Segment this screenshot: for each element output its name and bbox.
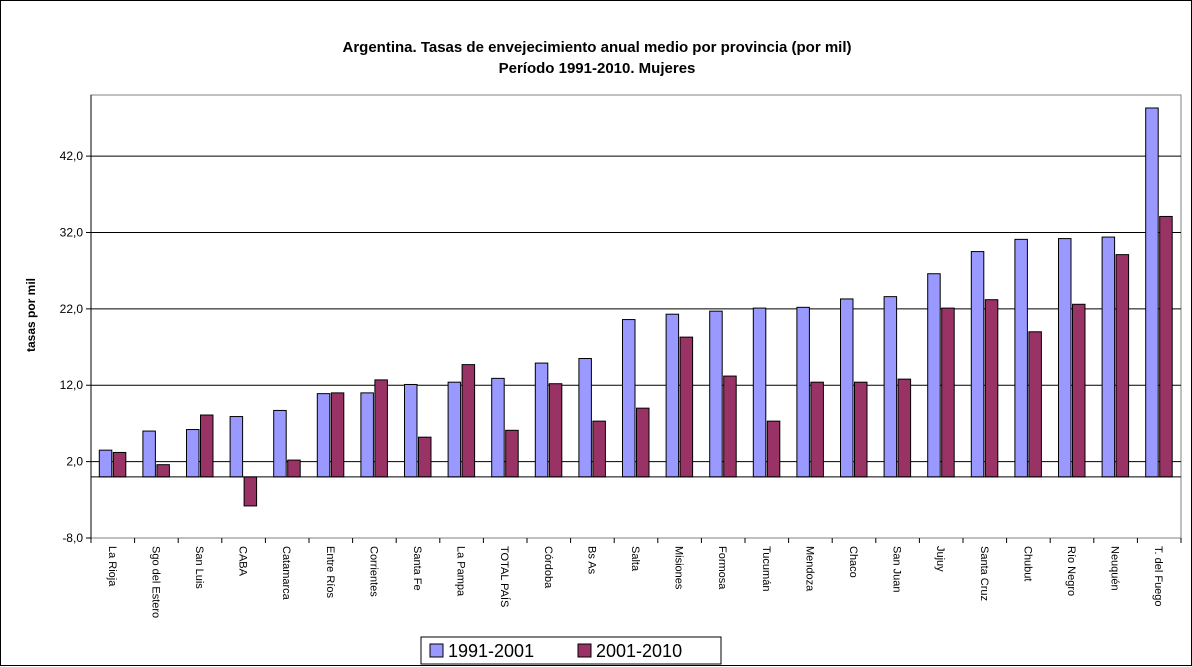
bar-2001-2010-La Rioja [112, 451, 127, 478]
x-tick-label: Río Negro [1065, 546, 1077, 596]
bar-1991-2001-Corrientes [360, 392, 374, 478]
bar-2001-2010-TOTAL PAÍS [505, 429, 519, 478]
x-tick-label: Entre Ríos [324, 546, 336, 598]
y-tick-label: 12,0 [60, 378, 84, 392]
bar-2001-2010-Sgo del Estero [156, 464, 170, 478]
x-tick-label: Santa Cruz [978, 546, 990, 601]
legend-label-1991-2001: 1991-2001 [448, 641, 534, 661]
x-tick-label: Chubut [1021, 546, 1033, 581]
bar-2001-2010-T. del Fuego [1159, 215, 1173, 478]
x-tick-label: Mendoza [803, 546, 815, 592]
bar-2001-2010-CABA [243, 476, 258, 507]
x-tick-label: San Juan [891, 546, 903, 592]
bar-2001-2010-Corrientes [374, 379, 388, 478]
bar-1991-2001-Jujuy [927, 273, 941, 478]
x-tick-label: Santa Fe [411, 546, 423, 591]
bar-2001-2010-Salta [636, 407, 650, 478]
y-tick-label: 42,0 [60, 149, 84, 163]
bar-1991-2001-TOTAL PAÍS [491, 377, 505, 478]
legend-label-2001-2010: 2001-2010 [596, 641, 682, 661]
x-tick-labels: La Rioja Sgo del Estero San Luis CABA Catama… [106, 546, 1164, 618]
axes [86, 95, 1182, 543]
bar-2001-2010-Jujuy [941, 307, 955, 478]
y-tick-label: 2,0 [66, 455, 83, 469]
x-tick-label: Catamarca [280, 546, 292, 601]
bar-1991-2001-Chaco [840, 298, 854, 478]
legend-box [420, 636, 722, 665]
bar-1991-2001-Santa Cruz [970, 251, 985, 478]
x-tick-label: Misiones [673, 546, 685, 590]
bar-2001-2010-Misiones [679, 336, 694, 478]
y-tick-label: 32,0 [60, 225, 84, 239]
x-tick-label: Formosa [716, 546, 728, 590]
x-tick-label: Neuquén [1109, 546, 1121, 591]
bar-1991-2001-Bs As [578, 358, 592, 478]
bar-2001-2010-Mendoza [810, 381, 824, 478]
bar-2001-2010-San Luis [200, 414, 214, 478]
x-tick-label: TOTAL PAÍS [498, 546, 511, 607]
bar-2001-2010-Entre Ríos [330, 392, 345, 478]
bar-2001-2010-Córdoba [548, 383, 563, 478]
x-tick-label: La Pampa [455, 546, 467, 597]
x-tick-label: CABA [237, 546, 249, 577]
bar-1991-2001-Santa Fe [404, 383, 418, 478]
bar-1991-2001-San Luis [186, 429, 200, 478]
x-tick-label: T. del Fuego [1152, 546, 1164, 607]
bar-1991-2001-Neuquén [1101, 236, 1116, 478]
y-tick-labels: -8,0 2,0 12,0 22,0 32,0 42,0 [60, 149, 84, 545]
bar-2001-2010-Santa Cruz [984, 299, 999, 478]
bar-1991-2001-Entre Ríos [316, 393, 331, 478]
x-tick-label: Jujuy [934, 546, 946, 572]
bar-1991-2001-Mendoza [796, 306, 810, 478]
bar-2001-2010-Chubut [1028, 331, 1042, 478]
y-tick-label: -8,0 [62, 531, 83, 545]
bar-2001-2010-Chaco [854, 381, 868, 478]
y-tick-label: 22,0 [60, 302, 84, 316]
legend-swatch-2001-2010 [577, 643, 592, 658]
x-tick-label: Bs As [585, 546, 597, 575]
legend-swatch-1991-2001 [429, 643, 444, 658]
bar-1991-2001-Chubut [1014, 238, 1028, 478]
x-tick-label: San Luis [193, 546, 205, 589]
bar-2001-2010-San Juan [897, 378, 912, 478]
bar-2001-2010-Formosa [723, 375, 737, 478]
bar-1991-2001-San Juan [883, 296, 898, 478]
bar-2001-2010-Neuquén [1115, 254, 1130, 478]
bar-1991-2001-Formosa [709, 310, 723, 478]
x-tick-label: Chaco [847, 546, 859, 578]
bar-1991-2001-La Pampa [447, 381, 462, 478]
bar-2001-2010-Tucumán [766, 420, 781, 478]
chart-subtitle: Período 1991-2010. Mujeres [499, 60, 696, 77]
bars [98, 107, 1173, 507]
bar-2001-2010-Bs As [592, 420, 606, 478]
bar-1991-2001-Salta [622, 319, 636, 478]
bar-1991-2001-La Rioja [98, 449, 113, 478]
x-tick-label: Corrientes [367, 546, 379, 597]
bar-1991-2001-Misiones [665, 313, 680, 478]
bar-2001-2010-Santa Fe [418, 436, 432, 478]
bar-1991-2001-Río Negro [1058, 238, 1072, 478]
bar-1991-2001-Catamarca [273, 409, 287, 478]
x-tick-label: Sgo del Estero [149, 546, 161, 618]
x-tick-label: Córdoba [542, 546, 554, 589]
x-tick-label: La Rioja [106, 546, 118, 587]
bar-1991-2001-T. del Fuego [1145, 107, 1159, 478]
x-tick-label: Tucumán [760, 546, 772, 591]
bar-2001-2010-La Pampa [461, 364, 476, 478]
bar-2001-2010-Catamarca [287, 459, 301, 478]
y-axis-label: tasas por mil [24, 278, 38, 352]
x-tick-label: Salta [629, 546, 641, 572]
legend: 1991-2001 2001-2010 [420, 636, 722, 665]
bar-1991-2001-CABA [229, 416, 244, 478]
bar-1991-2001-Tucumán [752, 307, 767, 478]
bar-1991-2001-Sgo del Estero [142, 430, 156, 478]
chart-title: Argentina. Tasas de envejecimiento anual… [342, 39, 851, 56]
bar-2001-2010-Río Negro [1072, 303, 1086, 478]
gridlines [91, 155, 1181, 463]
bar-1991-2001-Córdoba [534, 362, 549, 478]
